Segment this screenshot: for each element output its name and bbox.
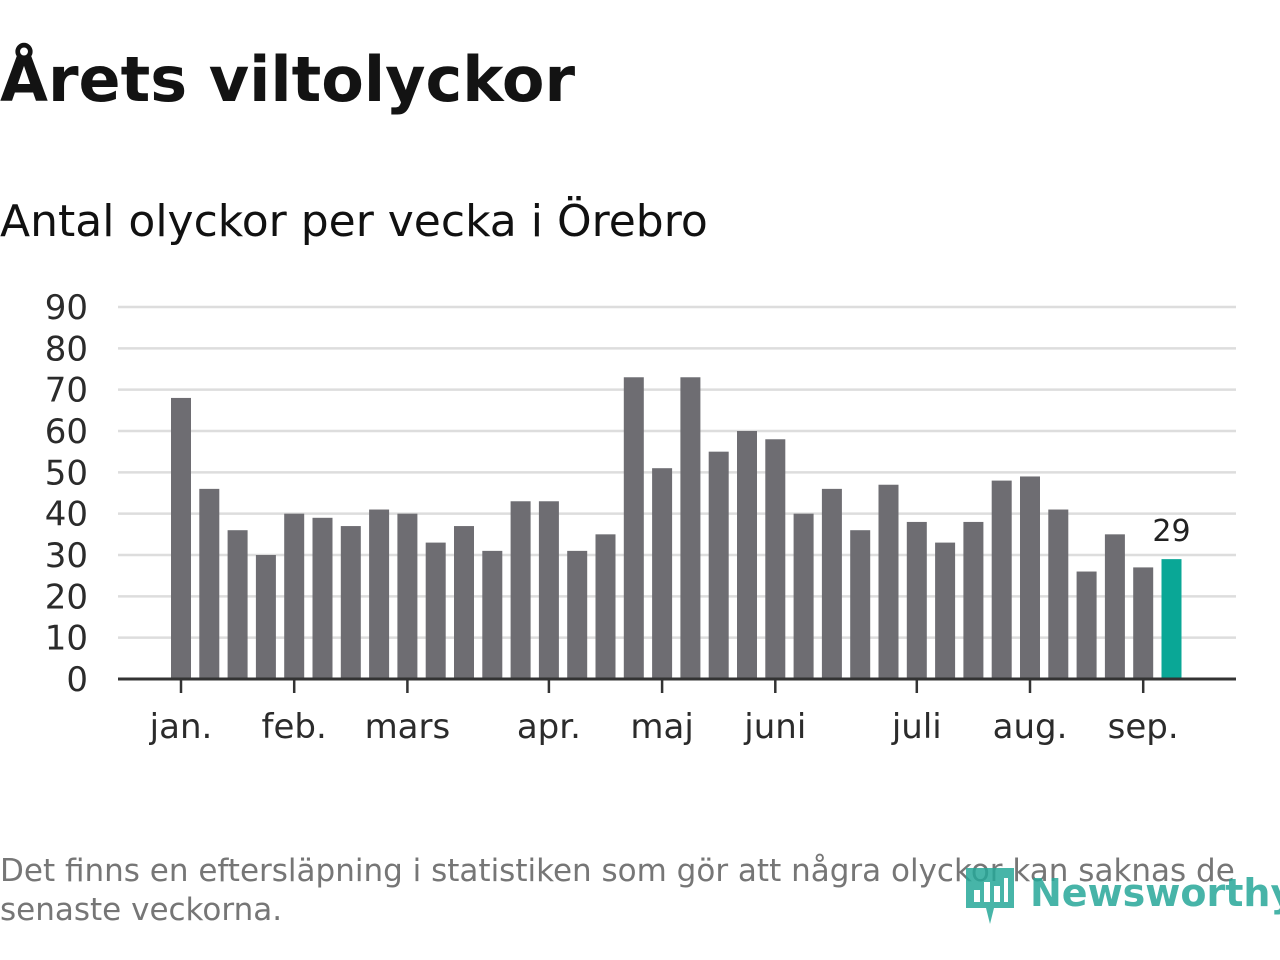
x-tick-label: apr. (517, 707, 581, 747)
bar (963, 521, 984, 679)
newsworthy-logo: Newsworthy (964, 860, 1280, 926)
bars (171, 377, 1182, 679)
bar (652, 468, 673, 679)
bar (510, 501, 531, 679)
newsworthy-logo-text: Newsworthy (1030, 871, 1280, 915)
x-tick-label: maj (630, 707, 693, 747)
bar (708, 451, 729, 679)
bar (1048, 509, 1069, 679)
bar (793, 513, 814, 679)
y-tick-label: 90 (45, 288, 88, 328)
bar (284, 513, 305, 679)
chart-subtitle: Antal olyckor per vecka i Örebro (0, 196, 708, 247)
bar (255, 555, 276, 679)
bar (567, 550, 588, 679)
x-tick-label: juni (743, 707, 806, 747)
y-tick-label: 70 (45, 371, 88, 411)
bar (199, 488, 220, 679)
x-tick-label: juli (891, 707, 942, 747)
bar (171, 397, 191, 679)
bar (1020, 476, 1040, 679)
bar (850, 530, 871, 679)
y-tick-label: 60 (45, 412, 88, 452)
bar (878, 484, 899, 679)
bar (312, 517, 333, 679)
data-labels: 29 (1152, 514, 1190, 549)
bar (623, 377, 644, 679)
x-tick-label: feb. (262, 707, 327, 747)
bar (765, 439, 786, 679)
bar (1133, 567, 1154, 679)
y-tick-label: 50 (45, 453, 88, 493)
bar (737, 431, 757, 679)
bar (821, 488, 842, 679)
footnote: Det finns en eftersläpning i statistiken… (0, 853, 1235, 928)
bar (454, 526, 474, 679)
y-tick-label: 20 (45, 577, 88, 617)
bar (1076, 571, 1097, 679)
bar (425, 542, 446, 679)
bar (595, 534, 616, 679)
y-tick-label: 40 (45, 495, 88, 535)
bar (906, 521, 927, 679)
bar (1104, 534, 1125, 679)
x-tick-label: jan. (149, 707, 213, 747)
bar (991, 480, 1012, 679)
bar (340, 526, 361, 679)
x-tick-label: aug. (993, 707, 1068, 747)
bar (397, 513, 418, 679)
x-axis-ticks: jan. feb. mars apr. maj juni juli aug. sep. (149, 679, 1179, 747)
data-label-highlight: 29 (1152, 514, 1190, 549)
y-tick-label: 0 (66, 660, 88, 700)
bar (227, 530, 248, 679)
bar (680, 377, 701, 679)
y-tick-label: 10 (45, 619, 88, 659)
bar (538, 501, 559, 679)
bar (369, 509, 390, 679)
newsworthy-logo-icon (966, 868, 1014, 924)
y-tick-label: 30 (45, 536, 88, 576)
bar-highlight (1161, 559, 1182, 679)
x-tick-label: sep. (1108, 707, 1179, 747)
bar (482, 550, 503, 679)
chart-title: Årets viltolyckor (0, 43, 576, 116)
bar (935, 542, 956, 679)
y-tick-label: 80 (45, 329, 88, 369)
x-tick-label: mars (365, 707, 451, 747)
